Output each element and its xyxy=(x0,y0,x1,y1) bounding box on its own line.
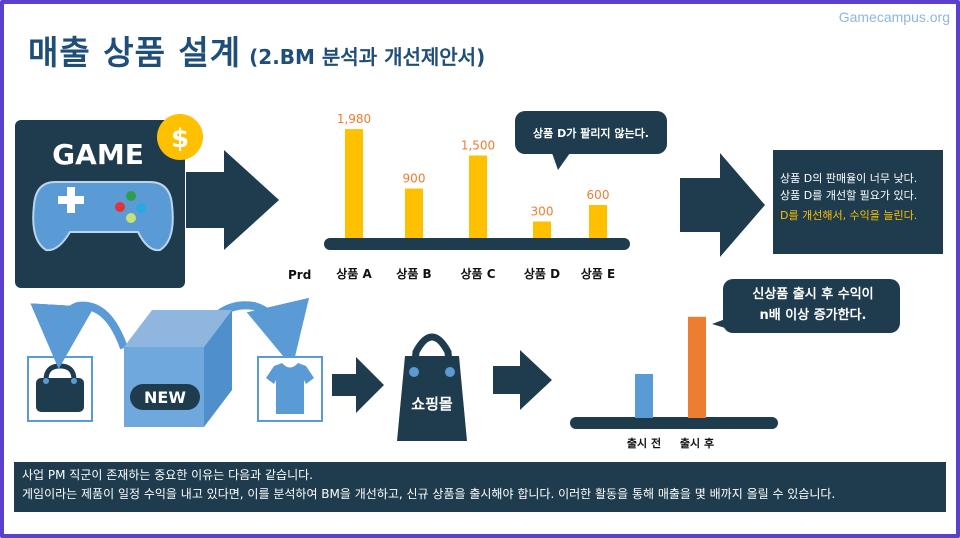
callout-new-product xyxy=(712,279,900,333)
chart2-baseline xyxy=(570,417,778,429)
callout-new-line-1: 신상품 출시 후 수익이 xyxy=(752,287,874,302)
analysis-text: 상품 D의 판매율이 너무 낮다. 상품 D를 개선할 필요가 있다. D를 개… xyxy=(780,170,917,224)
x-tick-label: 상품 A xyxy=(336,266,372,281)
bar-value-label: 1,980 xyxy=(337,112,371,126)
title-main: 매출 상품 설계 xyxy=(28,33,242,72)
launch-bar-1 xyxy=(688,316,706,418)
analysis-highlight: D를 개선해서, 수익을 늘린다. xyxy=(780,209,918,222)
dollar-coin-icon: $ xyxy=(157,114,203,160)
callout-d-text: 상품 D가 팔리지 않는다. xyxy=(533,126,649,140)
callout-product-d: 상품 D가 팔리지 않는다. xyxy=(515,111,667,170)
tshirt-icon xyxy=(257,356,323,422)
bar-3 xyxy=(533,221,551,238)
bar-0 xyxy=(345,129,363,238)
x-tick-label: 상품 E xyxy=(581,266,615,281)
x-tick-label: 출시 전 xyxy=(627,436,661,450)
arrow-right-icon xyxy=(680,153,765,257)
summary-box: 사업 PM 직군이 존재하는 중요한 이유는 다음과 같습니다. 게임이라는 제… xyxy=(14,462,946,512)
game-label: GAME xyxy=(52,138,144,171)
page-subtitle: (2.BM 분석과 개선제안서) xyxy=(249,45,486,69)
x-tick-label: 상품 C xyxy=(460,266,495,281)
bag-icon xyxy=(27,356,93,422)
callout-new-text: 신상품 출시 후 수익이 n배 이상 증가한다. xyxy=(733,284,893,326)
bar-1 xyxy=(405,188,423,238)
launch-bar-chart: 출시 전 출시 후 xyxy=(570,316,778,450)
callout-new-line-2: n배 이상 증가한다. xyxy=(759,308,867,323)
summary-line-1: 사업 PM 직군이 존재하는 중요한 이유는 다음과 같습니다. xyxy=(22,468,313,482)
sales-bar-chart: Prd 1,980 상품 A 900 상품 B 1,500 상품 C 300 상품 D 600 상… xyxy=(288,112,630,282)
curved-arrow-left xyxy=(30,301,128,369)
analysis-line-2: 상품 D를 개선할 필요가 있다. xyxy=(780,189,918,202)
arrow-right-icon xyxy=(186,150,279,250)
shop-label: 쇼핑몰 xyxy=(411,395,453,413)
page-title: 매출 상품 설계 (2.BM 분석과 개선제안서) xyxy=(28,26,485,74)
bar-4 xyxy=(589,205,607,238)
watermark: Gamecampus.org xyxy=(838,9,950,25)
chart1-baseline xyxy=(324,238,630,250)
arrow-right-icon xyxy=(493,350,552,410)
analysis-box xyxy=(773,150,943,254)
bar-value-label: 600 xyxy=(587,188,610,202)
bar-value-label: 900 xyxy=(403,172,426,186)
arrow-right-icon xyxy=(332,357,384,413)
gamepad-icon xyxy=(32,181,174,252)
summary-line-2: 게임이라는 제품이 일정 수익을 내고 있다면, 이를 분석하여 BM을 개선하… xyxy=(22,487,836,501)
x-tick-label: 상품 B xyxy=(396,266,431,281)
x-tick-label: 출시 후 xyxy=(680,436,714,450)
shopping-bag-icon: 쇼핑몰 xyxy=(397,333,467,441)
coin-symbol: $ xyxy=(171,124,189,154)
bar-value-label: 300 xyxy=(531,205,554,219)
launch-bar-0 xyxy=(635,374,653,418)
new-label: NEW xyxy=(144,388,186,407)
analysis-line-1: 상품 D의 판매율이 너무 낮다. xyxy=(780,172,918,185)
bar-value-label: 1,500 xyxy=(461,139,495,153)
axis-label-prd: Prd xyxy=(288,268,311,282)
bar-2 xyxy=(469,155,487,238)
box-icon: NEW xyxy=(124,310,232,427)
x-tick-label: 상품 D xyxy=(524,266,560,281)
